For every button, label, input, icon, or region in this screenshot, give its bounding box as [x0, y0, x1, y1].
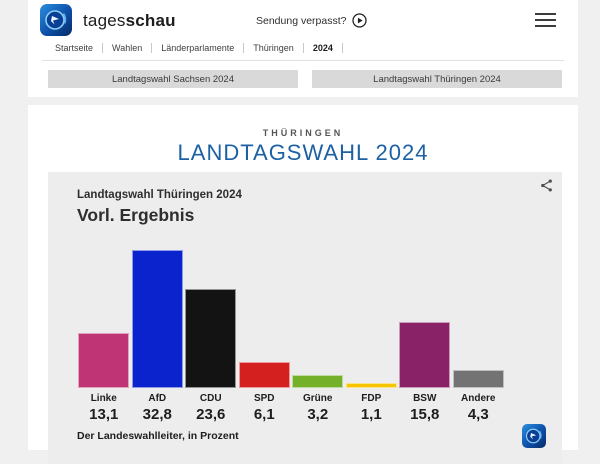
button-landtagswahl-thuringen-2024[interactable]: Landtagswahl Thüringen 2024: [312, 70, 562, 88]
party-label-fdp: FDP: [361, 393, 382, 404]
brand-wordmark[interactable]: tagesschau: [83, 11, 176, 31]
party-label-afd: AfD: [148, 393, 167, 404]
page-title: LANDTAGSWAHL 2024: [177, 140, 429, 165]
party-value-grune: 3,2: [307, 406, 329, 423]
main-content-card: THÜRINGEN LANDTAGSWAHL 2024 Landtagswahl…: [28, 105, 578, 464]
party-value-spd: 6,1: [253, 406, 275, 423]
tagesschau-watermark-icon: [522, 424, 546, 448]
chart-subheading: Vorl. Ergebnis: [77, 205, 195, 225]
party-label-andere: Andere: [461, 393, 496, 404]
bar-chart: Linke 13,1 AfD 32,8 CDU 23,6 SPD 6,1 Grüne 3,2 FDP…: [77, 248, 505, 423]
party-value-andere: 4,3: [467, 406, 489, 423]
bar-column-andere: Andere 4,3: [452, 248, 506, 423]
bar-area: [238, 248, 292, 388]
bar-area: [291, 248, 345, 388]
party-label-bsw: BSW: [413, 393, 437, 404]
results-chart-widget: Landtagswahl Thüringen 2024 Vorl. Ergebn…: [48, 172, 562, 464]
bar-area: [131, 248, 185, 388]
sendung-verpasst-link[interactable]: Sendung verpasst?: [256, 13, 368, 28]
breadcrumb-separator: [102, 43, 104, 53]
brand-regular: tages: [83, 11, 126, 30]
party-value-cdu: 23,6: [196, 406, 226, 423]
bar-bsw[interactable]: [399, 322, 451, 388]
play-icon[interactable]: [352, 13, 368, 28]
bar-column-bsw: BSW 15,8: [398, 248, 452, 423]
menu-button[interactable]: [535, 13, 556, 27]
bar-column-fdp: FDP 1,1: [345, 248, 399, 423]
party-label-spd: SPD: [253, 393, 275, 404]
bar-column-grune: Grüne 3,2: [291, 248, 345, 423]
chart-source: Der Landeswahlleiter, in Prozent: [77, 430, 239, 442]
party-value-fdp: 1,1: [360, 406, 382, 423]
breadcrumb-separator: [151, 43, 153, 53]
region-kicker: THÜRINGEN: [262, 128, 344, 138]
tagesschau-logo-icon[interactable]: [40, 4, 72, 36]
party-label-linke: Linke: [90, 393, 117, 404]
breadcrumb-item-2024[interactable]: 2024: [312, 43, 333, 53]
breadcrumb-item-landerparlamente[interactable]: Länderparlamente: [161, 43, 235, 53]
bar-spd[interactable]: [238, 362, 290, 388]
breadcrumb-separator: [341, 43, 343, 53]
party-value-linke: 13,1: [89, 406, 119, 423]
sendung-verpasst-label: Sendung verpasst?: [256, 14, 347, 27]
bar-area: [398, 248, 452, 388]
party-label-cdu: CDU: [199, 393, 222, 404]
bar-column-spd: SPD 6,1: [238, 248, 292, 423]
bar-grune[interactable]: [292, 375, 344, 388]
breadcrumb-separator: [243, 43, 245, 53]
site-header-card: tagesschau Sendung verpasst? Startseite W…: [28, 0, 578, 97]
bar-andere[interactable]: [452, 370, 504, 388]
bar-area: [77, 248, 131, 388]
bar-column-cdu: CDU 23,6: [184, 248, 238, 423]
button-landtagswahl-sachsen-2024[interactable]: Landtagswahl Sachsen 2024: [48, 70, 298, 88]
bar-column-linke: Linke 13,1: [77, 248, 131, 423]
bar-fdp[interactable]: [345, 383, 397, 388]
bar-afd[interactable]: [131, 250, 183, 388]
bar-area: [184, 248, 238, 388]
party-label-grune: Grüne: [303, 393, 333, 404]
breadcrumb-separator: [302, 43, 304, 53]
breadcrumb-item-thuringen[interactable]: Thüringen: [253, 43, 294, 53]
party-value-bsw: 15,8: [410, 406, 440, 423]
bar-column-afd: AfD 32,8: [131, 248, 185, 423]
chart-heading: Landtagswahl Thüringen 2024: [77, 189, 242, 201]
brand-bold: schau: [125, 11, 176, 30]
bar-cdu[interactable]: [185, 289, 237, 388]
breadcrumb-item-startseite[interactable]: Startseite: [55, 43, 94, 53]
bar-area: [452, 248, 506, 388]
party-value-afd: 32,8: [142, 406, 172, 423]
header-divider: [42, 60, 564, 61]
bar-linke[interactable]: [78, 333, 130, 388]
breadcrumb: Startseite Wahlen Länderparlamente Thüringe…: [55, 43, 343, 53]
bar-area: [345, 248, 399, 388]
breadcrumb-item-wahlen[interactable]: Wahlen: [112, 43, 143, 53]
share-icon[interactable]: [539, 178, 554, 193]
